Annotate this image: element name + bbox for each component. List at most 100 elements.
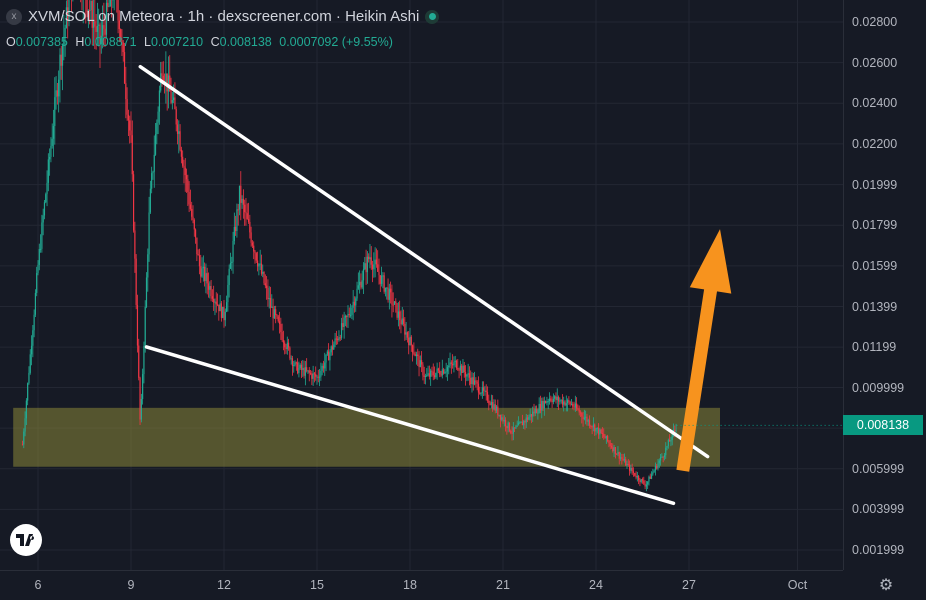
candle-body bbox=[189, 204, 192, 209]
candle-body bbox=[54, 97, 56, 127]
candle-body bbox=[667, 440, 669, 446]
candle-body bbox=[512, 427, 514, 434]
candle-body bbox=[373, 264, 375, 270]
candle-body bbox=[224, 311, 226, 321]
candle-body bbox=[47, 159, 49, 183]
candle-body bbox=[297, 362, 299, 374]
candle-body bbox=[499, 414, 502, 420]
settings-gear-icon[interactable]: ⚙ bbox=[878, 577, 894, 594]
candle-body bbox=[55, 90, 57, 98]
candle-body bbox=[490, 402, 492, 405]
candle-body bbox=[289, 347, 291, 359]
candle-body bbox=[90, 0, 92, 11]
candle-body bbox=[408, 337, 410, 346]
candle-body bbox=[666, 445, 668, 448]
candle-body bbox=[206, 273, 208, 284]
candle-body bbox=[197, 254, 199, 256]
candle-body bbox=[240, 185, 242, 203]
candle-body bbox=[308, 370, 310, 373]
candle-body bbox=[255, 253, 257, 261]
candle-body bbox=[533, 411, 535, 414]
candle-body bbox=[307, 370, 309, 372]
candle-body bbox=[517, 422, 520, 426]
candle-body bbox=[426, 375, 428, 377]
candle-body bbox=[439, 370, 441, 375]
price-tick-label: 0.02200 bbox=[852, 136, 898, 151]
candle-body bbox=[463, 365, 465, 373]
close-icon[interactable]: x bbox=[6, 8, 22, 25]
candle-body bbox=[617, 452, 619, 455]
candle-body bbox=[268, 298, 270, 300]
time-axis[interactable]: 6 9 12 15 18 21 24 27 Oct bbox=[0, 570, 843, 600]
candle-body bbox=[671, 432, 673, 440]
candle-body bbox=[100, 35, 102, 44]
candle-body bbox=[423, 375, 425, 377]
candle-body bbox=[654, 465, 657, 471]
candle-body bbox=[169, 75, 171, 92]
candle-body bbox=[387, 287, 389, 300]
candle-body bbox=[493, 404, 495, 410]
candle-body bbox=[502, 417, 504, 422]
candle-body bbox=[104, 28, 106, 35]
candle-body bbox=[138, 345, 140, 378]
candle-body bbox=[184, 167, 186, 176]
candle-body bbox=[529, 414, 531, 417]
candle-body bbox=[60, 54, 62, 66]
candle-body bbox=[466, 374, 468, 377]
candle-body bbox=[523, 420, 525, 426]
price-tick-label: 0.02800 bbox=[852, 15, 898, 29]
candle-body bbox=[330, 346, 332, 353]
candle-body bbox=[42, 215, 44, 223]
candle-body bbox=[210, 286, 212, 297]
candle-body bbox=[29, 354, 31, 373]
tradingview-logo[interactable] bbox=[10, 524, 42, 556]
chart-plot-area[interactable] bbox=[0, 0, 843, 570]
candle-body bbox=[554, 396, 556, 399]
candle-body bbox=[519, 422, 521, 424]
candle-body bbox=[468, 373, 471, 378]
candle-body bbox=[175, 109, 177, 125]
candle-body bbox=[444, 371, 446, 374]
candle-body bbox=[366, 256, 368, 273]
candle-body bbox=[471, 377, 473, 385]
candle-body bbox=[569, 401, 571, 405]
candle-body bbox=[486, 392, 489, 401]
candle-body bbox=[628, 464, 631, 471]
candle-body bbox=[278, 321, 281, 324]
candle-body bbox=[211, 296, 213, 299]
candle-body bbox=[219, 303, 221, 312]
candle-body bbox=[516, 425, 518, 427]
candle-body bbox=[430, 370, 432, 377]
price-axis[interactable]: 0.02800 0.02600 0.02400 0.02200 0.01999 0.017… bbox=[843, 0, 926, 570]
candle-body bbox=[461, 365, 463, 374]
candle-body bbox=[194, 229, 197, 238]
close-label: C bbox=[210, 35, 220, 49]
candle-body bbox=[204, 266, 206, 282]
candle-body bbox=[619, 457, 622, 459]
candle-body bbox=[325, 354, 327, 363]
candle-body bbox=[338, 337, 340, 341]
candle-body bbox=[153, 154, 155, 172]
candle-body bbox=[130, 130, 132, 136]
candle-body bbox=[185, 175, 188, 180]
candle-body bbox=[312, 373, 314, 379]
candle-body bbox=[560, 399, 562, 401]
candle-body bbox=[532, 411, 534, 417]
candle-body bbox=[481, 387, 483, 394]
candle-body bbox=[406, 332, 409, 338]
candle-body bbox=[39, 248, 42, 250]
candle-body bbox=[556, 396, 558, 401]
candle-body bbox=[21, 444, 24, 446]
candle-body bbox=[371, 264, 374, 270]
candle-body bbox=[158, 90, 161, 112]
open-label: O bbox=[6, 35, 16, 49]
candle-body bbox=[570, 403, 573, 405]
candle-body bbox=[281, 332, 283, 341]
candle-body bbox=[497, 406, 499, 416]
candle-body bbox=[566, 400, 569, 404]
candle-body bbox=[476, 381, 478, 384]
candle-body bbox=[46, 182, 48, 195]
candle-body bbox=[263, 271, 265, 284]
candle-body bbox=[340, 323, 343, 338]
candle-body bbox=[453, 362, 455, 366]
